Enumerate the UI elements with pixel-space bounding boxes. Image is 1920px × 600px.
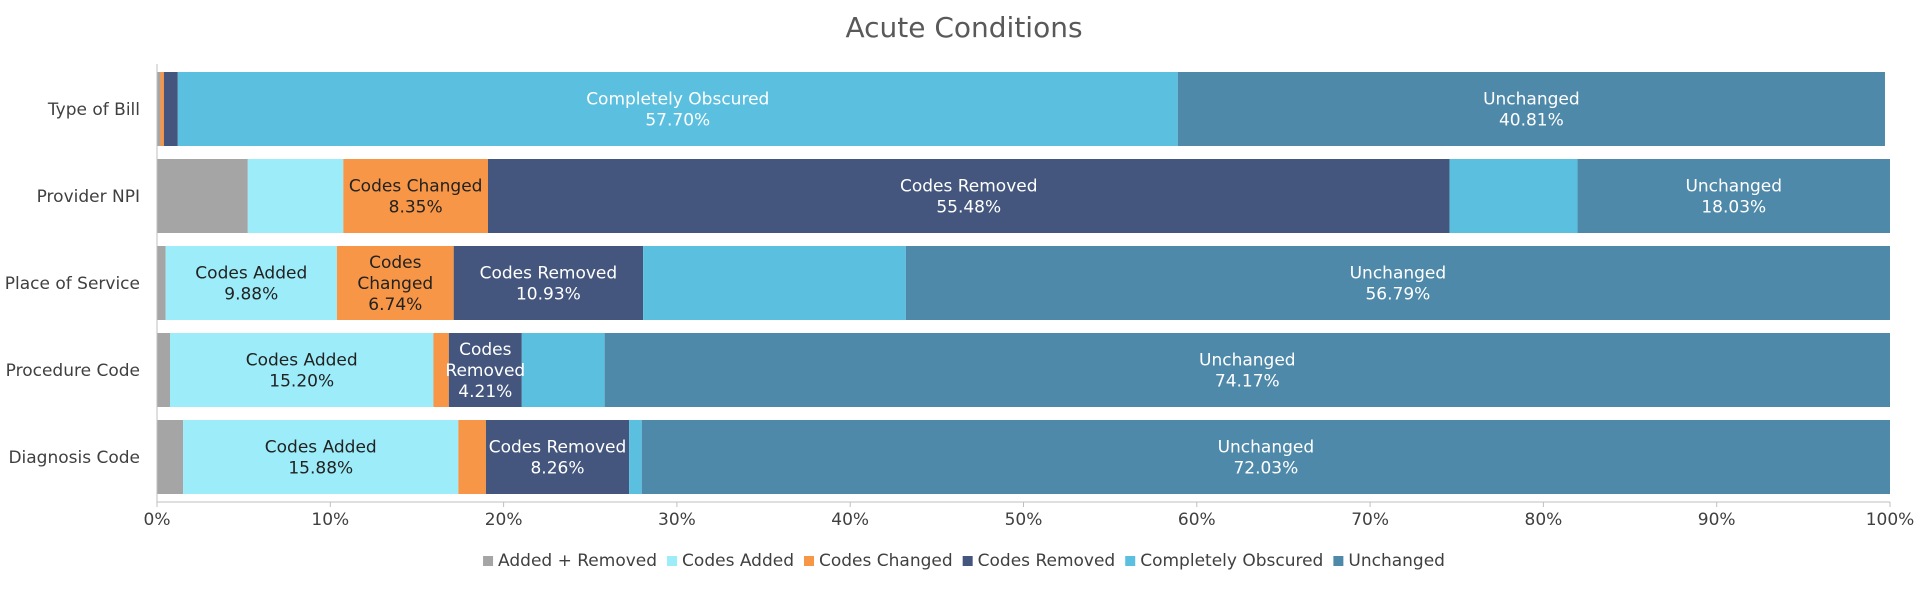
category-label-place-of-service: Place of Service xyxy=(5,274,140,294)
x-tick-label-50: 50% xyxy=(1005,510,1043,530)
data-label-provider-npi-codes-removed: Codes Removed 55.48% xyxy=(900,177,1038,218)
bar-procedure-code-added-removed xyxy=(157,333,170,407)
legend-swatch-codes-added xyxy=(667,556,678,566)
legend-swatch-completely-obscured xyxy=(1125,556,1136,566)
bar-place-of-service-completely-obscured xyxy=(643,246,906,320)
data-label-type-of-bill-completely-obscured: Completely Obscured 57.70% xyxy=(586,90,769,131)
bar-procedure-code-unchanged xyxy=(604,333,1890,407)
legend-item-added-removed: Added + Removed xyxy=(483,551,657,571)
legend-swatch-codes-changed xyxy=(804,556,814,566)
bar-provider-npi-unchanged xyxy=(1577,159,1890,233)
bar-place-of-service-added-removed xyxy=(157,246,166,320)
legend-item-codes-added: Codes Added xyxy=(667,551,794,571)
x-tick-label-70: 70% xyxy=(1351,510,1389,530)
bar-provider-npi-added-removed xyxy=(157,159,248,233)
category-label-type-of-bill: Type of Bill xyxy=(47,100,140,120)
legend-label-codes-changed: Codes Changed xyxy=(819,551,953,571)
legend-item-completely-obscured: Completely Obscured xyxy=(1125,551,1323,571)
legend-swatch-unchanged xyxy=(1333,556,1344,566)
data-label-type-of-bill-unchanged: Unchanged 40.81% xyxy=(1483,90,1580,131)
x-tick-label-80: 80% xyxy=(1525,510,1563,530)
legend-item-codes-changed: Codes Changed xyxy=(804,551,953,571)
x-tick-label-10: 10% xyxy=(311,510,349,530)
bar-type-of-bill-codes-changed xyxy=(160,72,164,146)
bar-type-of-bill-completely-obscured xyxy=(177,72,1178,146)
category-label-diagnosis-code: Diagnosis Code xyxy=(8,448,140,468)
legend-swatch-added-removed xyxy=(483,556,494,566)
legend-label-completely-obscured: Completely Obscured xyxy=(1140,551,1323,571)
chart-title: Acute Conditions xyxy=(845,11,1082,44)
bar-diagnosis-code-unchanged xyxy=(641,420,1890,494)
bar-diagnosis-code-completely-obscured xyxy=(629,420,642,494)
bar-place-of-service-unchanged xyxy=(905,246,1890,320)
data-label-diagnosis-code-unchanged: Unchanged 72.03% xyxy=(1218,438,1315,479)
x-tick-label-40: 40% xyxy=(831,510,869,530)
axis-layer: Type of Bill Provider NPI Place of Service… xyxy=(5,64,1915,530)
data-label-diagnosis-code-codes-added: Codes Added 15.88% xyxy=(265,438,377,479)
data-label-provider-npi-unchanged: Unchanged 18.03% xyxy=(1685,177,1782,218)
bar-provider-npi-codes-added xyxy=(247,159,344,233)
x-tick-label-90: 90% xyxy=(1698,510,1736,530)
legend: Added + Removed Codes Added Codes Changed C… xyxy=(483,551,1445,571)
legend-label-codes-removed: Codes Removed xyxy=(978,551,1116,571)
x-tick-label-30: 30% xyxy=(658,510,696,530)
bar-type-of-bill-codes-removed xyxy=(163,72,178,146)
data-label-procedure-code-unchanged: Unchanged 74.17% xyxy=(1199,351,1296,392)
bar-place-of-service-codes-added xyxy=(165,246,337,320)
data-label-procedure-code-codes-removed: Codes Removed 4.21% xyxy=(445,340,525,402)
bar-type-of-bill-unchanged xyxy=(1177,72,1885,146)
x-tick-label-20: 20% xyxy=(485,510,523,530)
bar-provider-npi-completely-obscured xyxy=(1449,159,1578,233)
category-label-provider-npi: Provider NPI xyxy=(37,187,140,207)
data-label-procedure-code-codes-added: Codes Added 15.20% xyxy=(246,351,358,392)
data-label-diagnosis-code-codes-removed: Codes Removed 8.26% xyxy=(489,438,627,479)
legend-label-unchanged: Unchanged xyxy=(1348,551,1445,571)
legend-swatch-codes-removed xyxy=(962,556,973,566)
bar-procedure-code-completely-obscured xyxy=(521,333,605,407)
x-tick-label-100: 100% xyxy=(1866,510,1915,530)
bar-diagnosis-code-codes-removed xyxy=(485,420,630,494)
bar-provider-npi-codes-changed xyxy=(343,159,489,233)
bar-provider-npi-codes-removed xyxy=(488,159,1450,233)
legend-label-codes-added: Codes Added xyxy=(682,551,794,571)
legend-item-unchanged: Unchanged xyxy=(1333,551,1445,571)
legend-item-codes-removed: Codes Removed xyxy=(962,551,1116,571)
data-label-provider-npi-codes-changed: Codes Changed 8.35% xyxy=(349,177,483,218)
bar-diagnosis-code-codes-changed xyxy=(458,420,486,494)
bar-procedure-code-codes-removed xyxy=(448,333,522,407)
bar-type-of-bill-added-removed xyxy=(157,72,161,146)
data-label-place-of-service-codes-changed: Codes Changed 6.74% xyxy=(357,253,433,315)
bar-place-of-service-codes-changed xyxy=(336,246,454,320)
bars-layer xyxy=(157,72,1890,494)
x-tick-label-60: 60% xyxy=(1178,510,1216,530)
bar-procedure-code-codes-changed xyxy=(433,333,449,407)
data-label-place-of-service-codes-removed: Codes Removed 10.93% xyxy=(480,264,618,305)
bar-diagnosis-code-codes-added xyxy=(183,420,459,494)
data-label-place-of-service-unchanged: Unchanged 56.79% xyxy=(1350,264,1447,305)
bar-diagnosis-code-added-removed xyxy=(157,420,184,494)
segment-labels-layer: Completely Obscured 57.70% Unchanged 40.81%… xyxy=(195,90,1782,479)
x-tick-label-0: 0% xyxy=(144,510,171,530)
bar-place-of-service-codes-removed xyxy=(453,246,644,320)
bar-procedure-code-codes-added xyxy=(170,333,434,407)
category-label-procedure-code: Procedure Code xyxy=(6,361,140,381)
data-label-place-of-service-codes-added: Codes Added 9.88% xyxy=(195,264,307,305)
legend-label-added-removed: Added + Removed xyxy=(498,551,657,571)
